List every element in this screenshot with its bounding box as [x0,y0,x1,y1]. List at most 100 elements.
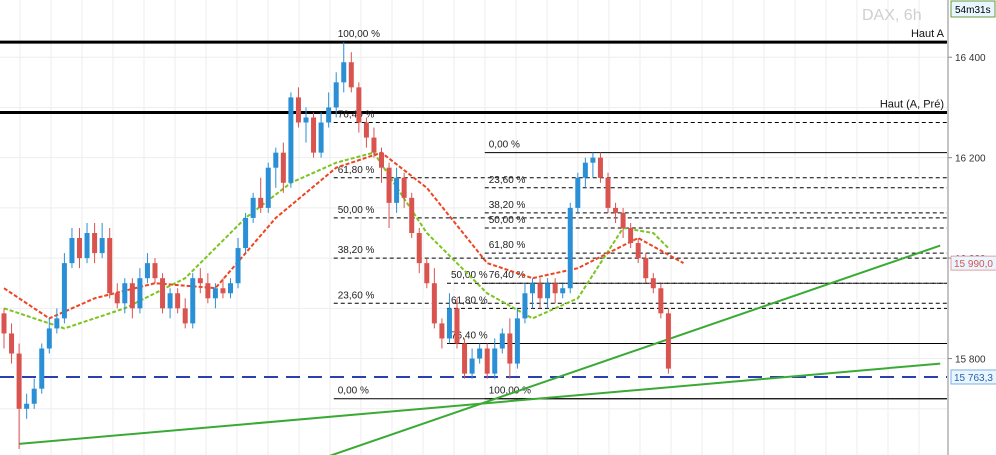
candle [167,288,173,319]
candle-body [582,162,588,178]
candle [590,152,596,178]
candle-body [348,62,354,88]
candle-body [197,278,203,284]
candle-body [152,263,158,279]
candle-body [326,107,332,123]
candle-body [665,313,671,369]
candle-body [175,293,181,309]
axis-tick-label: 16 200 [955,154,986,165]
fib-level-label: 38,20 % [489,200,526,211]
candle [462,338,468,379]
candle-body [250,197,256,218]
fib-level-label: 50,00 % [489,215,526,226]
candle [84,222,90,264]
candle-body [160,278,166,309]
candle-body [24,403,30,409]
candle [394,167,400,213]
candle-body [341,62,347,83]
candle-body [530,283,535,294]
candle [318,112,324,158]
candle [560,283,566,299]
axis-tick-label: 16 400 [955,53,986,64]
candle-body [295,97,301,123]
fib-level-label: 23,60 % [489,175,526,186]
trend-lines[interactable] [19,244,941,455]
candle [220,278,226,299]
fibonacci-retracements[interactable]: 100,00 % 76,40 % 61,80 % 50,00 % 38,20 % 23,6… [333,29,947,400]
candle [582,157,588,188]
candle [537,278,543,309]
candle-body [46,328,52,349]
candle-body [31,388,37,404]
candle-body [69,238,75,264]
candle [303,107,309,143]
candle [545,278,551,309]
fib-level-label: 76,40 % [338,110,375,121]
candle [9,323,15,364]
candle [152,258,158,284]
fib-level-label: 0,00 % [338,386,369,397]
candle [431,268,437,329]
candle-body [439,323,445,339]
candle [650,273,656,294]
candle [61,253,67,324]
candle [311,112,317,158]
fib-level-label: 38,20 % [338,245,375,256]
candle [439,318,445,349]
candle [507,318,513,379]
candle [326,92,332,128]
candle-body [409,197,415,233]
resistance-label: Haut (A, Pré) [880,98,944,110]
fib-level-label: 76,40 % [451,330,488,341]
candle-body [235,248,241,284]
candle [635,238,641,264]
candle [401,172,407,208]
candle-body [1,313,7,334]
axis-tick-label: 15 800 [955,355,986,366]
candle-body [658,288,664,314]
candle-body [597,157,603,178]
candle-body [560,288,566,294]
candle [1,308,7,349]
price-badge [950,369,996,385]
candle-body [205,283,211,299]
candle [514,308,520,369]
candle [46,318,52,354]
candle [265,162,271,213]
candle-body [477,348,483,359]
candle [605,172,611,213]
fib-level-label: 23,60 % [338,290,375,301]
candle [190,273,196,329]
candle [348,52,354,93]
fib-level-label: 61,80 % [451,295,488,306]
countdown-timer: 54m31s [950,0,996,18]
candle [250,192,256,223]
candle-body [522,293,528,319]
candle [212,283,218,309]
candle-body [499,333,505,349]
candle-body [9,333,15,354]
candle-body [650,278,656,289]
candle [280,142,286,193]
candle-body [507,333,513,364]
candle [258,177,264,213]
candle [379,147,384,183]
candle-body [379,152,384,168]
candle-body [129,283,135,309]
candle [273,147,279,188]
candle [99,222,105,259]
candle-body [567,207,573,289]
candle [454,298,460,349]
candle-body [431,283,437,324]
candle [122,278,128,314]
candle [492,338,498,379]
candle [499,328,505,354]
fib-level-label: 61,80 % [338,165,375,176]
candle-body [484,348,490,374]
candle [107,227,113,299]
candle-body [454,308,460,344]
candle [424,258,430,289]
candle-body [590,157,596,163]
